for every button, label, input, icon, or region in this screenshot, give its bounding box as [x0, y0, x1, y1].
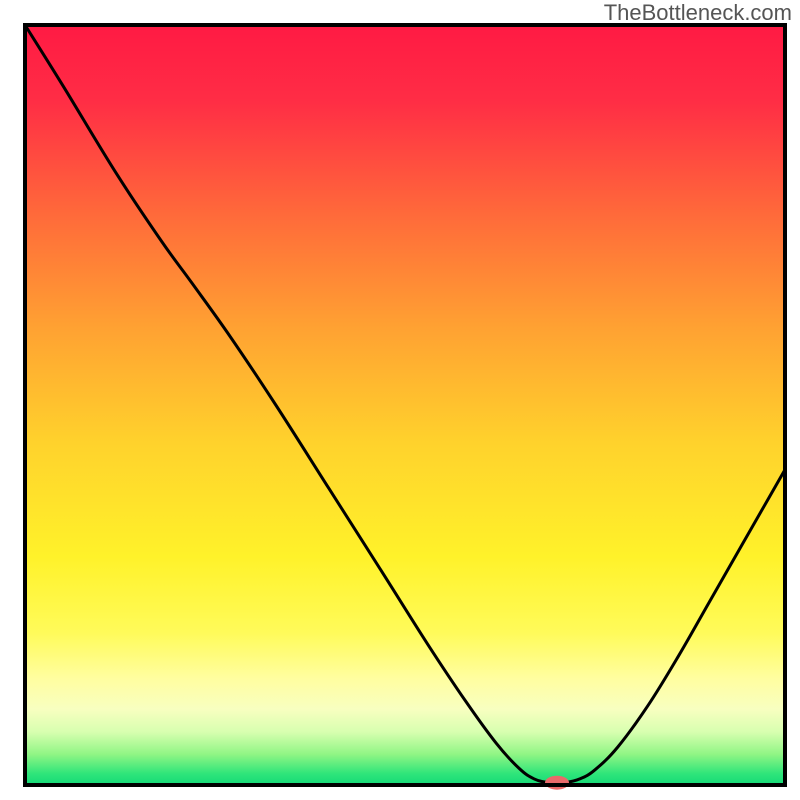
- bottleneck-curve-chart: TheBottleneck.com: [0, 0, 800, 800]
- optimal-point-marker: [545, 776, 569, 790]
- watermark-source-label: TheBottleneck.com: [604, 0, 792, 25]
